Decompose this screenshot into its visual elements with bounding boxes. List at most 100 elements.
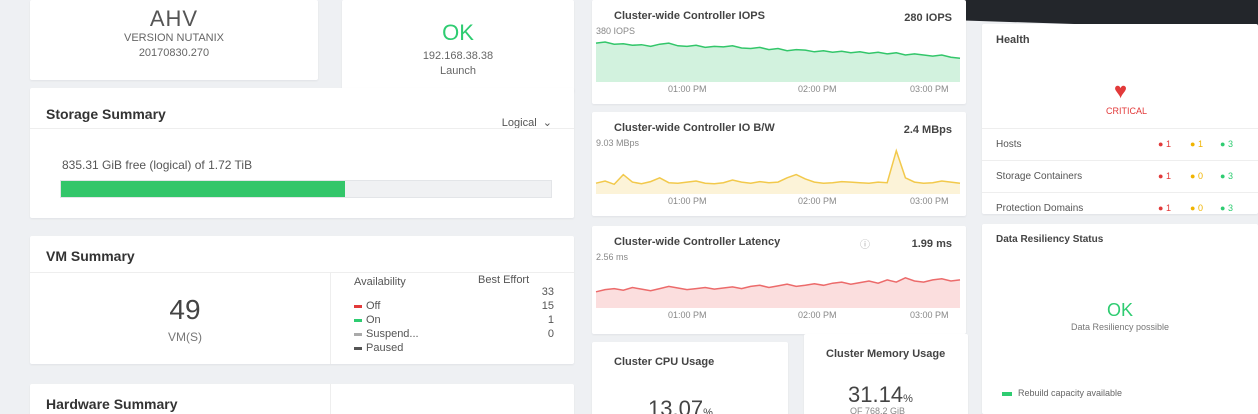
hardware-summary-card: Hardware Summary (30, 384, 574, 414)
vm-summary-title: VM Summary (46, 248, 135, 264)
cpu-usage-value: 13.07% (648, 396, 713, 414)
vm-state-label: Paused (366, 342, 404, 354)
chart-current-value: 280 IOPS (904, 12, 952, 24)
chart-title: Cluster-wide Controller Latency (614, 236, 781, 248)
vm-state-value: 1 (547, 314, 554, 326)
y-axis-label: 9.03 MBps (596, 138, 640, 148)
good-count-value: 3 (1227, 139, 1233, 149)
y-axis-label: 380 IOPS (596, 26, 636, 36)
divider (330, 272, 331, 364)
cpu-usage-card[interactable]: Cluster CPU Usage 13.07% (592, 342, 788, 414)
hypervisor-version-label: VERSION NUTANIX (123, 32, 225, 44)
warning-count: ● 0 (1190, 203, 1203, 213)
data-resiliency-subtitle: Data Resiliency possible (1070, 322, 1170, 332)
chart-line (595, 276, 961, 293)
vm-state-row[interactable]: Off 15 (354, 300, 554, 314)
chart-area (596, 150, 960, 194)
chart-line (595, 41, 961, 59)
launch-link[interactable]: Launch (439, 65, 477, 77)
hypervisor-version-number: 20170830.270 (138, 47, 210, 59)
vm-summary-card: VM Summary 49 VM(S) Availability Best Ef… (30, 236, 574, 364)
status-dot-icon (354, 304, 362, 308)
critical-count-value: 1 (1165, 203, 1171, 213)
critical-count: ● 1 (1158, 139, 1171, 149)
latency-chart-plot (595, 276, 961, 308)
x-tick-label: 03:00 PM (910, 310, 949, 320)
x-tick-label: 02:00 PM (798, 196, 837, 206)
bandwidth-chart-card[interactable]: Cluster-wide Controller IO B/W 2.4 MBps … (592, 112, 966, 216)
x-tick-label: 03:00 PM (910, 84, 949, 94)
memory-total: OF 768.2 GiB (850, 406, 906, 414)
vm-count-unit: VM(S) (168, 330, 202, 344)
good-count: ● 3 (1220, 171, 1233, 181)
memory-usage-number: 31.14 (848, 382, 904, 407)
rebuild-capacity-note: Rebuild capacity available (1002, 388, 1122, 398)
health-status: CRITICAL (1106, 106, 1148, 116)
data-resiliency-title: Data Resiliency Status (996, 234, 1104, 245)
health-row[interactable]: Protection Domains ● 1 ● 0 ● 3 (982, 192, 1258, 214)
availability-header: Availability (354, 276, 406, 288)
chart-title: Cluster-wide Controller IO B/W (614, 122, 775, 134)
x-tick-label: 01:00 PM (668, 196, 707, 206)
vm-state-value: 0 (547, 328, 554, 340)
latency-chart-card[interactable]: Cluster-wide Controller Latency ⓘ 1.99 m… (592, 226, 966, 334)
health-row-label: Protection Domains (996, 203, 1084, 214)
data-resiliency-status: OK (1106, 300, 1133, 320)
good-count-value: 3 (1227, 203, 1233, 213)
vm-state-row[interactable]: Paused (354, 342, 554, 356)
storage-usage-bar (60, 180, 552, 198)
storage-summary-title: Storage Summary (46, 106, 166, 122)
vm-state-row[interactable]: On 1 (354, 314, 554, 328)
storage-free-text: 835.31 GiB free (logical) of 1.72 TiB (62, 158, 253, 172)
x-tick-label: 01:00 PM (668, 84, 707, 94)
critical-count: ● 1 (1158, 171, 1171, 181)
health-row-label: Hosts (996, 139, 1022, 150)
hypervisor-name: AHV (149, 6, 199, 31)
chart-line (595, 148, 961, 186)
x-tick-label: 03:00 PM (910, 196, 949, 206)
warning-count: ● 1 (1190, 139, 1203, 149)
health-card: Health ♥ CRITICAL Hosts ● 1 ● 1 ● 3 Stor… (982, 24, 1258, 214)
hypervisor-summary-card: AHV VERSION NUTANIX 20170830.270 (30, 0, 318, 80)
memory-usage-card[interactable]: Cluster Memory Usage 31.14% OF 768.2 GiB (804, 334, 968, 414)
vm-best-effort-row: 33 (354, 286, 554, 300)
warning-count-value: 0 (1197, 203, 1203, 213)
storage-summary-card: Storage Summary Logical ⌄ 835.31 GiB fre… (30, 88, 574, 218)
chevron-down-icon: ⌄ (539, 117, 552, 129)
vm-state-label: On (366, 314, 381, 326)
vm-state-label: Suspend... (366, 328, 419, 340)
cpu-usage-unit: % (703, 407, 713, 414)
good-count: ● 3 (1220, 139, 1233, 149)
divider (330, 384, 331, 414)
prism-status: OK (442, 20, 474, 45)
iops-chart-plot (595, 41, 961, 82)
chart-area (596, 42, 960, 82)
storage-view-value: Logical (501, 117, 537, 129)
health-row-label: Storage Containers (996, 171, 1083, 182)
x-tick-label: 02:00 PM (798, 310, 837, 320)
status-dot-icon (354, 318, 362, 322)
chart-area (596, 277, 960, 308)
info-icon[interactable]: ⓘ (860, 240, 870, 251)
critical-count-value: 1 (1165, 171, 1171, 181)
storage-view-dropdown[interactable]: Logical ⌄ (502, 116, 552, 129)
health-title: Health (996, 34, 1030, 46)
status-dot-icon (354, 346, 362, 350)
rebuild-capacity-text: Rebuild capacity available (1018, 388, 1123, 398)
data-resiliency-card[interactable]: Data Resiliency Status OK Data Resilienc… (982, 224, 1258, 414)
chart-current-value: 2.4 MBps (903, 124, 952, 136)
critical-count: ● 1 (1158, 203, 1171, 213)
divider (30, 128, 574, 129)
vm-state-row[interactable]: Suspend... 0 (354, 328, 554, 342)
health-row[interactable]: Hosts ● 1 ● 1 ● 3 (982, 128, 1258, 160)
y-axis-label: 2.56 ms (596, 252, 629, 262)
good-count-value: 3 (1227, 171, 1233, 181)
health-row[interactable]: Storage Containers ● 1 ● 0 ● 3 (982, 160, 1258, 192)
cpu-usage-number: 13.07 (648, 396, 704, 414)
warning-count: ● 0 (1190, 171, 1203, 181)
iops-chart-card[interactable]: Cluster-wide Controller IOPS 280 IOPS 38… (592, 0, 966, 104)
hardware-summary-title: Hardware Summary (46, 396, 178, 412)
good-count: ● 3 (1220, 203, 1233, 213)
chart-current-value: 1.99 ms (911, 238, 952, 250)
warning-count-value: 1 (1197, 139, 1203, 149)
